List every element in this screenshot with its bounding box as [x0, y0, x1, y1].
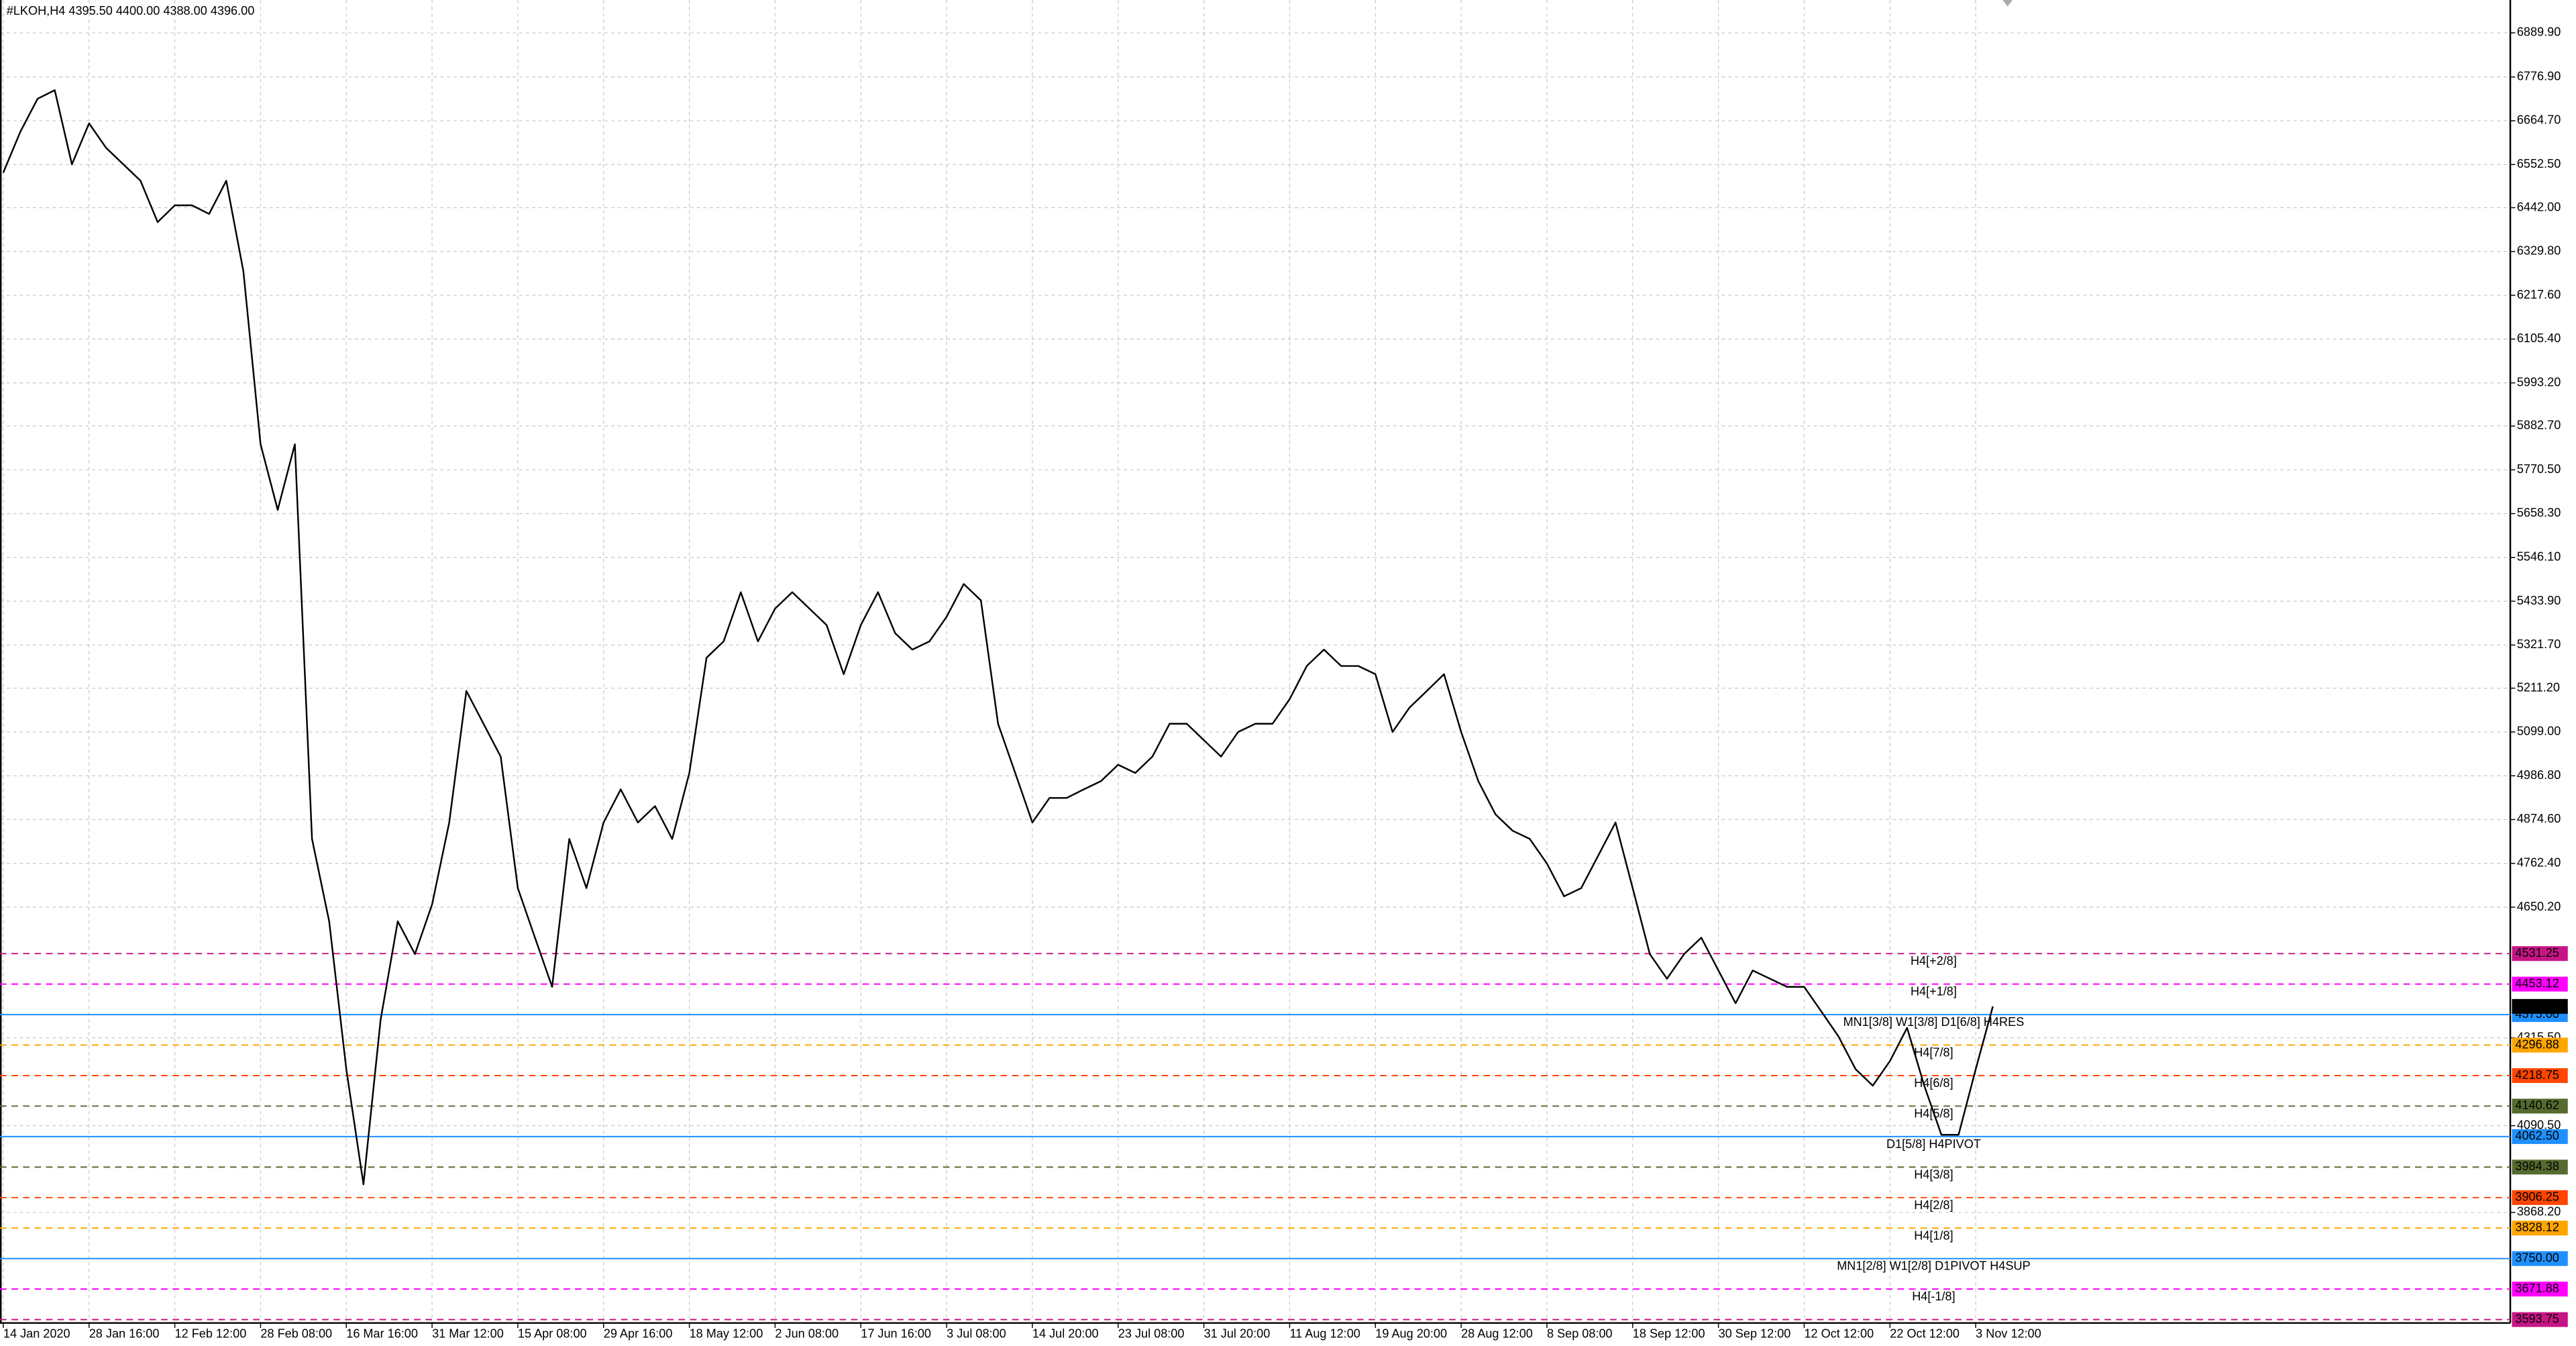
x-tick-label: 14 Jul 20:00 — [1032, 1327, 1099, 1341]
y-tick-label: 6552.50 — [2517, 157, 2561, 170]
level-price-box — [2512, 946, 2568, 962]
x-tick-label: 16 Mar 16:00 — [346, 1327, 418, 1341]
level-price-label: 3828.12 — [2515, 1221, 2559, 1234]
level-label: H4[3/8] — [1914, 1168, 1953, 1181]
level-price-label: 4218.75 — [2515, 1068, 2559, 1082]
level-label: H4[1/8] — [1914, 1229, 1953, 1242]
x-tick-label: 31 Mar 12:00 — [432, 1327, 504, 1341]
x-tick-label: 30 Sep 12:00 — [1719, 1327, 1791, 1341]
y-tick-label: 6217.60 — [2517, 288, 2561, 301]
level-price-label: 4531.25 — [2515, 946, 2559, 960]
level-label: H4[+2/8] — [1911, 954, 1957, 968]
level-price-label: 3984.38 — [2515, 1159, 2559, 1173]
y-tick-label: 6105.40 — [2517, 331, 2561, 345]
x-tick-label: 11 Aug 12:00 — [1289, 1327, 1360, 1341]
x-tick-label: 8 Sep 08:00 — [1547, 1327, 1613, 1341]
level-price-box — [2512, 1098, 2568, 1114]
level-price-box — [2512, 1282, 2568, 1297]
y-tick-label: 5882.70 — [2517, 419, 2561, 432]
x-tick-label: 18 May 12:00 — [690, 1327, 763, 1341]
y-tick-label: 6664.70 — [2517, 113, 2561, 127]
grid — [0, 0, 2511, 1323]
x-tick-label: 31 Jul 20:00 — [1204, 1327, 1271, 1341]
chart-title: #LKOH,H4 4395.50 4400.00 4388.00 4396.00 — [7, 4, 255, 17]
y-tick-label: 5433.90 — [2517, 594, 2561, 607]
current-price-box — [2512, 998, 2568, 1014]
level-label: D1[5/8] H4PIVOT — [1886, 1137, 1981, 1151]
level-price-box — [2512, 1312, 2568, 1327]
level-price-box — [2512, 1129, 2568, 1144]
y-tick-label: 5099.00 — [2517, 725, 2561, 738]
x-tick-label: 17 Jun 16:00 — [861, 1327, 931, 1341]
level-label: MN1[3/8] W1[3/8] D1[6/8] H4RES — [1843, 1015, 2025, 1029]
x-tick-label: 28 Aug 12:00 — [1461, 1327, 1533, 1341]
x-tick-label: 3 Nov 12:00 — [1976, 1327, 2041, 1341]
x-tick-label: 12 Feb 12:00 — [175, 1327, 247, 1341]
y-tick-label: 4874.60 — [2517, 812, 2561, 825]
y-tick-label: 5321.70 — [2517, 637, 2561, 651]
level-label: MN1[2/8] W1[2/8] D1PIVOT H4SUP — [1837, 1259, 2030, 1273]
level-price-box — [2512, 1068, 2568, 1084]
x-tick-label: 29 Apr 16:00 — [604, 1327, 673, 1341]
y-tick-label: 4986.80 — [2517, 768, 2561, 782]
x-tick-label: 18 Sep 12:00 — [1633, 1327, 1705, 1341]
level-price-box — [2512, 1190, 2568, 1205]
y-tick-label: 4762.40 — [2517, 856, 2561, 869]
level-price-label: 4062.50 — [2515, 1129, 2559, 1143]
level-price-box — [2512, 976, 2568, 992]
level-label: H4[7/8] — [1914, 1046, 1953, 1059]
x-tick-label: 14 Jan 2020 — [3, 1327, 70, 1341]
shift-marker — [2002, 0, 2012, 7]
y-tick-label: 6889.90 — [2517, 25, 2561, 39]
x-tick-label: 2 Jun 08:00 — [775, 1327, 839, 1341]
x-tick-label: 28 Jan 16:00 — [89, 1327, 160, 1341]
x-tick-label: 12 Oct 12:00 — [1804, 1327, 1874, 1341]
level-label: H4[+1/8] — [1911, 985, 1957, 998]
y-tick-label: 6329.80 — [2517, 244, 2561, 258]
level-price-box — [2512, 1037, 2568, 1053]
level-price-label: 4140.62 — [2515, 1098, 2559, 1112]
level-price-label: 4296.88 — [2515, 1037, 2559, 1051]
y-tick-label: 5211.20 — [2517, 680, 2560, 694]
x-tick-label: 15 Apr 08:00 — [518, 1327, 587, 1341]
level-price-box — [2512, 1159, 2568, 1175]
y-tick-label: 5546.10 — [2517, 550, 2561, 564]
y-tick-label: 6442.00 — [2517, 200, 2561, 213]
x-tick-label: 23 Jul 08:00 — [1118, 1327, 1185, 1341]
level-price-label: 3593.75 — [2515, 1312, 2559, 1325]
x-tick-label: 22 Oct 12:00 — [1890, 1327, 1960, 1341]
level-price-box — [2512, 1221, 2568, 1236]
level-price-label: 3671.88 — [2515, 1282, 2559, 1295]
y-tick-label: 4090.50 — [2517, 1118, 2561, 1131]
level-price-label: 4453.12 — [2515, 976, 2559, 990]
y-tick-label: 3868.20 — [2517, 1205, 2561, 1219]
y-tick-label: 5770.50 — [2517, 462, 2561, 476]
price-line — [2, 89, 1994, 1186]
level-label: H4[2/8] — [1914, 1198, 1953, 1212]
y-tick-label: 4650.20 — [2517, 900, 2561, 913]
y-tick-label: 5658.30 — [2517, 506, 2561, 519]
level-price-label: 3906.25 — [2515, 1190, 2559, 1204]
x-tick-label: 28 Feb 08:00 — [260, 1327, 332, 1341]
level-label: H4[6/8] — [1914, 1076, 1953, 1090]
level-price-label: 3750.00 — [2515, 1251, 2559, 1264]
x-tick-label: 3 Jul 08:00 — [947, 1327, 1006, 1341]
y-tick-label: 6776.90 — [2517, 69, 2561, 83]
current-price-label: 4396.00 — [2515, 999, 2559, 1013]
level-label: H4[-1/8] — [1912, 1290, 1955, 1303]
level-price-box — [2512, 1251, 2568, 1266]
x-tick-label: 19 Aug 20:00 — [1375, 1327, 1447, 1341]
y-tick-label: 5993.20 — [2517, 375, 2561, 389]
